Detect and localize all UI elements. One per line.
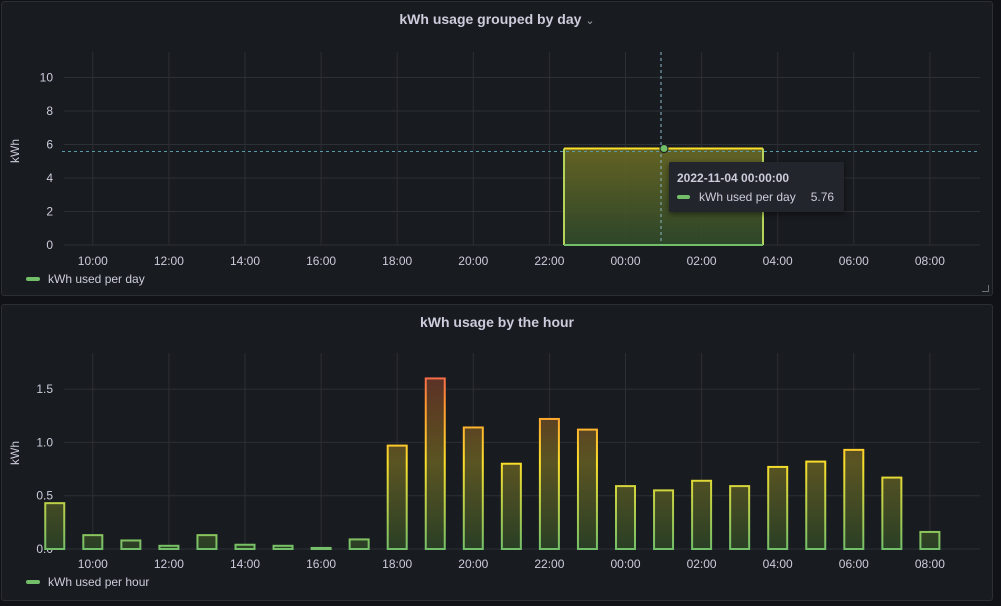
daily-panel-title-text: kWh usage grouped by day	[399, 11, 582, 27]
hover-point	[659, 144, 669, 154]
tooltip-swatch	[677, 195, 690, 199]
hour-bar	[44, 502, 66, 551]
x-tick-label: 12:00	[154, 557, 184, 571]
y-tick-label: 1.0	[36, 435, 53, 449]
hour-bar	[158, 544, 180, 551]
x-tick-label: 04:00	[763, 254, 793, 268]
x-tick-label: 02:00	[687, 254, 717, 268]
x-tick-label: 22:00	[534, 254, 564, 268]
tooltip-row: kWh used per day 5.76	[677, 190, 834, 204]
x-tick-label: 00:00	[610, 557, 640, 571]
x-tick-label: 08:00	[915, 557, 945, 571]
daily-legend-label: kWh used per day	[48, 272, 145, 286]
daily-usage-chart[interactable]: 0 2 4 6 8 10 10:00 12:00 14:00 16:00 18:00 20:00 22:…	[2, 2, 992, 295]
hour-bar	[120, 539, 142, 550]
y-tick-label: 8	[46, 104, 53, 118]
x-tick-label: 12:00	[154, 254, 184, 268]
hour-bar	[500, 462, 522, 550]
y-axis-label: kWh	[8, 139, 22, 163]
hour-bar	[805, 460, 827, 550]
hour-bar	[272, 544, 294, 551]
x-tick-label: 06:00	[839, 254, 869, 268]
hour-bar	[310, 546, 332, 551]
tooltip-series: kWh used per day	[699, 190, 796, 204]
legend-swatch	[26, 580, 40, 584]
hour-bar	[462, 426, 484, 550]
hour-bar	[576, 428, 598, 550]
x-tick-label: 02:00	[687, 557, 717, 571]
hour-bar	[234, 543, 256, 550]
hour-bar	[424, 377, 446, 550]
hour-bar	[881, 476, 903, 550]
x-tick-label: 20:00	[458, 557, 488, 571]
x-tick-label: 16:00	[306, 557, 336, 571]
y-tick-label: 0	[46, 238, 53, 252]
hour-bar	[386, 444, 408, 551]
daily-usage-panel: kWh usage grouped by day ⌄ 0 2 4 6 8 10 10:00 12…	[1, 1, 993, 296]
y-tick-label: 1.5	[36, 382, 53, 396]
daily-panel-title[interactable]: kWh usage grouped by day ⌄	[2, 11, 992, 27]
hour-bar	[691, 479, 713, 550]
hourly-usage-panel: kWh usage by the hour 0.00.51.01.510:001…	[1, 304, 993, 601]
hour-bar	[348, 538, 370, 551]
x-tick-label: 10:00	[78, 254, 108, 268]
y-tick-label: 4	[46, 171, 53, 185]
hover-tooltip: 2022-11-04 00:00:00 kWh used per day 5.7…	[669, 162, 844, 212]
tooltip-time: 2022-11-04 00:00:00	[677, 171, 790, 185]
hour-bar	[615, 485, 636, 551]
x-tick-label: 20:00	[458, 254, 488, 268]
x-tick-label: 16:00	[306, 254, 336, 268]
x-tick-label: 14:00	[230, 557, 260, 571]
legend-swatch	[26, 277, 40, 281]
hour-bar	[767, 465, 789, 550]
x-tick-label: 04:00	[763, 557, 793, 571]
x-tick-label: 18:00	[382, 254, 412, 268]
x-tick-label: 22:00	[534, 557, 564, 571]
hourly-legend-label: kWh used per hour	[48, 575, 150, 589]
hour-bar	[196, 534, 218, 550]
y-tick-label: 2	[46, 205, 53, 219]
y-tick-label: 10	[40, 71, 54, 85]
x-tick-label: 14:00	[230, 254, 260, 268]
hour-bar	[729, 485, 751, 551]
y-axis-label: kWh	[8, 441, 22, 465]
hourly-legend[interactable]: kWh used per hour	[26, 575, 149, 589]
hour-bar	[82, 534, 104, 550]
x-tick-label: 00:00	[610, 254, 640, 268]
resize-handle[interactable]	[982, 285, 989, 292]
y-tick-label: 6	[46, 138, 53, 152]
x-tick-label: 10:00	[78, 557, 108, 571]
chevron-down-icon[interactable]: ⌄	[585, 15, 595, 27]
y-tick-label: 0.5	[36, 489, 53, 503]
daily-legend[interactable]: kWh used per day	[26, 272, 145, 286]
hourly-panel-title[interactable]: kWh usage by the hour	[419, 314, 574, 330]
hour-bar	[653, 489, 675, 550]
tooltip-value: 5.76	[810, 190, 835, 204]
hour-bar	[919, 530, 941, 550]
x-tick-label: 08:00	[915, 254, 945, 268]
hour-bar	[538, 417, 560, 550]
hour-bar	[843, 448, 865, 550]
hourly-usage-chart[interactable]: 0.00.51.01.510:0012:0014:0016:0018:0020:…	[2, 305, 992, 600]
x-tick-label: 06:00	[839, 557, 869, 571]
x-tick-label: 18:00	[382, 557, 412, 571]
